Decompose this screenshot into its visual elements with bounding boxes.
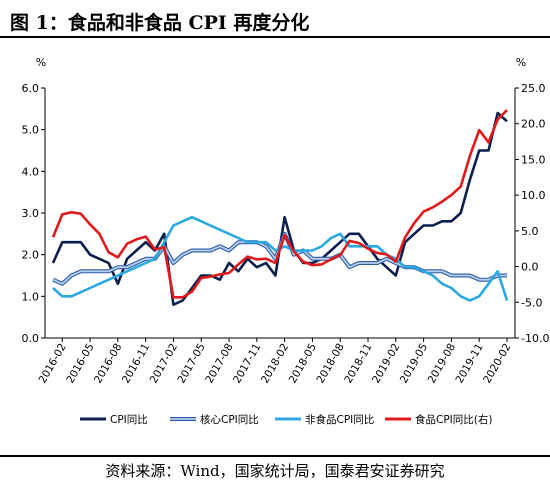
legend-label: 非食品CPI同比 [305, 413, 374, 426]
figure-title: 图 1：食品和非食品 CPI 再度分化 [10, 12, 310, 34]
left-tick-label: 4.0 [22, 165, 40, 178]
left-axis-unit: % [36, 56, 46, 69]
left-tick-label: 1.0 [22, 290, 40, 303]
x-tick-label: 2020-02 [481, 342, 513, 386]
bottom-rule [0, 455, 550, 457]
legend-label: 核心CPI同比 [200, 413, 259, 426]
series-line-2 [52, 215, 509, 302]
chart-legend: CPI同比 核心CPI同比 非食品CPI同比 食品CPI同比(右) [80, 413, 492, 426]
chart: 0.0 1.0 2.0 3.0 4.0 5.0 6.0% -10.0 -5.0 0.0 5.0 10.… [22, 56, 550, 426]
left-tick-label: 3.0 [22, 207, 40, 220]
right-tick-label: -5.0 [521, 296, 542, 309]
series-line-3 [51, 109, 508, 299]
legend-label: CPI同比 [110, 413, 148, 426]
right-axis-unit: % [516, 56, 526, 69]
right-tick-label: 15.0 [521, 153, 546, 166]
left-tick-label: 0.0 [22, 332, 40, 345]
right-tick-label: 20.0 [521, 118, 546, 131]
right-tick-label: 10.0 [521, 189, 546, 202]
left-tick-label: 5.0 [22, 124, 40, 137]
right-tick-label: 25.0 [521, 82, 546, 95]
legend-label: 食品CPI同比(右) [415, 413, 492, 426]
left-tick-label: 6.0 [22, 82, 40, 95]
right-tick-label: 5.0 [521, 225, 539, 238]
series-line-0 [51, 111, 508, 307]
right-tick-label: 0.0 [521, 261, 539, 274]
source-note: 资料来源：Wind，国家统计局，国泰君安证券研究 [105, 462, 445, 480]
right-tick-label: -10.0 [521, 332, 549, 345]
top-rule [0, 36, 550, 38]
chart-lines [51, 109, 509, 307]
left-tick-label: 2.0 [22, 249, 40, 262]
